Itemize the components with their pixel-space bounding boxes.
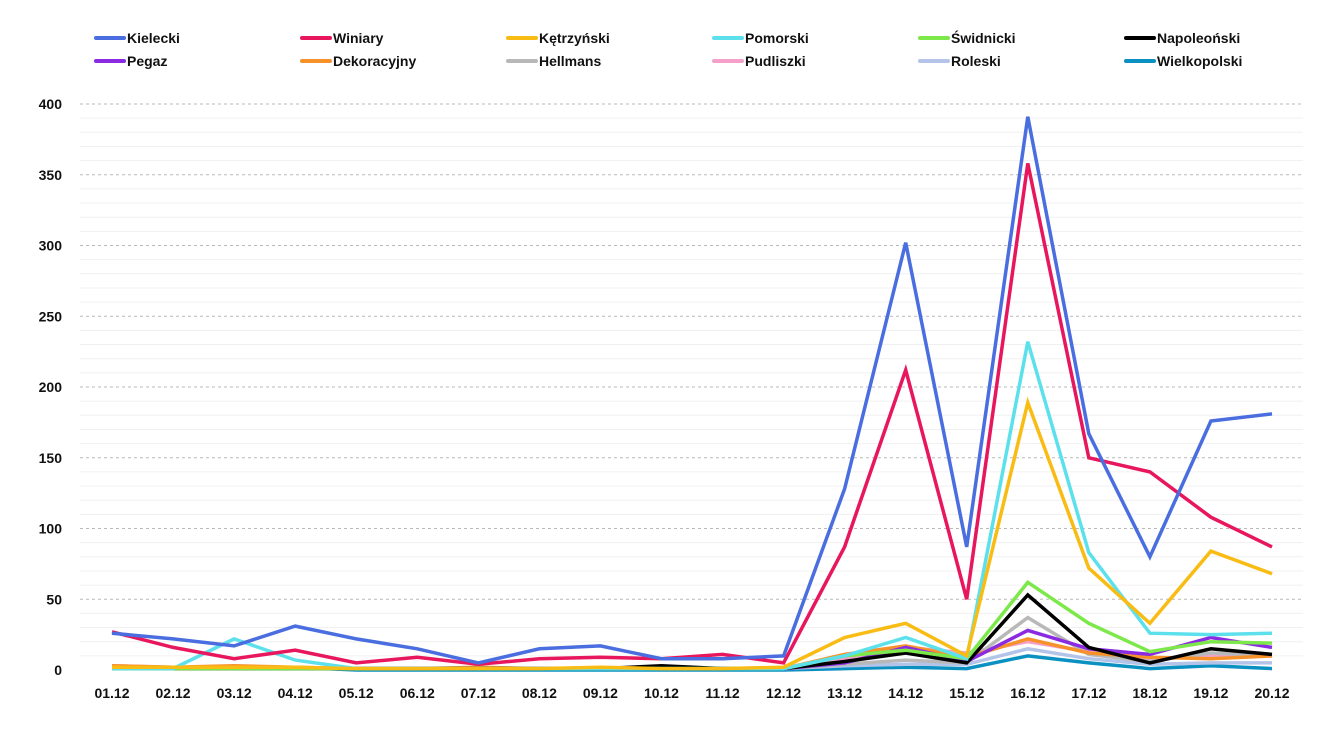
x-tick-label: 11.12 bbox=[705, 685, 739, 701]
x-tick-label: 01.12 bbox=[94, 685, 129, 701]
legend-item: Roleski bbox=[918, 53, 1001, 69]
x-tick-label: 16.12 bbox=[1010, 685, 1045, 701]
x-tick-label: 15.12 bbox=[949, 685, 984, 701]
x-tick-label: 14.12 bbox=[888, 685, 923, 701]
x-tick-label: 13.12 bbox=[827, 685, 862, 701]
legend-label: Kętrzyński bbox=[539, 30, 610, 46]
legend-item: Pegaz bbox=[94, 53, 167, 69]
series-line-pomorski bbox=[112, 341, 1273, 671]
y-tick-label: 100 bbox=[39, 521, 63, 537]
x-tick-label: 03.12 bbox=[217, 685, 252, 701]
y-tick-label: 250 bbox=[39, 308, 63, 324]
legend-item: Pudliszki bbox=[712, 53, 806, 69]
x-tick-label: 20.12 bbox=[1254, 685, 1289, 701]
y-tick-label: 400 bbox=[39, 96, 63, 112]
legend-label: Pomorski bbox=[745, 30, 809, 46]
legend: Kielecki Winiary Kętrzyński Pomorski Świdnic… bbox=[94, 29, 1242, 69]
x-tick-label: 10.12 bbox=[644, 685, 679, 701]
legend-label: Hellmans bbox=[539, 53, 601, 69]
y-tick-label: 300 bbox=[39, 238, 63, 254]
legend-item: Wielkopolski bbox=[1124, 53, 1242, 69]
x-tick-label: 02.12 bbox=[156, 685, 191, 701]
y-tick-label: 50 bbox=[46, 591, 62, 607]
legend-item: Świdnicki bbox=[918, 29, 1016, 46]
legend-label: Kielecki bbox=[127, 30, 180, 46]
legend-item: Kielecki bbox=[94, 30, 180, 46]
legend-item: Kętrzyński bbox=[506, 30, 610, 46]
x-axis-ticks: 01.12 02.12 03.12 04.12 05.12 06.12 07.12 08.12… bbox=[94, 685, 1289, 701]
series-lines bbox=[111, 116, 1273, 672]
y-tick-label: 150 bbox=[39, 450, 63, 466]
x-tick-label: 05.12 bbox=[339, 685, 374, 701]
legend-label: Napoleoński bbox=[1157, 30, 1240, 46]
x-tick-label: 12.12 bbox=[766, 685, 801, 701]
legend-label: Wielkopolski bbox=[1157, 53, 1242, 69]
x-tick-label: 07.12 bbox=[461, 685, 496, 701]
legend-label: Pudliszki bbox=[745, 53, 806, 69]
legend-label: Pegaz bbox=[127, 53, 167, 69]
legend-item: Hellmans bbox=[506, 53, 601, 69]
legend-label: Dekoracyjny bbox=[333, 53, 416, 69]
legend-label: Świdnicki bbox=[951, 29, 1016, 46]
y-axis-ticks: 0 50 100 150 200 250 300 350 400 bbox=[39, 96, 63, 678]
x-tick-label: 19.12 bbox=[1193, 685, 1228, 701]
legend-item: Dekoracyjny bbox=[300, 53, 416, 69]
legend-label: Winiary bbox=[333, 30, 384, 46]
series-line-winiary bbox=[111, 163, 1273, 667]
legend-item: Winiary bbox=[300, 30, 384, 46]
x-tick-label: 17.12 bbox=[1071, 685, 1106, 701]
x-tick-label: 18.12 bbox=[1132, 685, 1167, 701]
y-tick-label: 200 bbox=[39, 379, 63, 395]
grid-lines bbox=[80, 103, 1303, 657]
y-tick-label: 0 bbox=[54, 662, 62, 678]
legend-label: Roleski bbox=[951, 53, 1001, 69]
x-tick-label: 08.12 bbox=[522, 685, 557, 701]
x-tick-label: 09.12 bbox=[583, 685, 618, 701]
x-tick-label: 04.12 bbox=[278, 685, 313, 701]
legend-item: Pomorski bbox=[712, 30, 809, 46]
series-line-kętrzyński bbox=[112, 396, 1273, 671]
series-line-kielecki bbox=[111, 116, 1273, 665]
legend-item: Napoleoński bbox=[1124, 30, 1240, 46]
y-tick-label: 350 bbox=[39, 167, 63, 183]
x-tick-label: 06.12 bbox=[400, 685, 435, 701]
